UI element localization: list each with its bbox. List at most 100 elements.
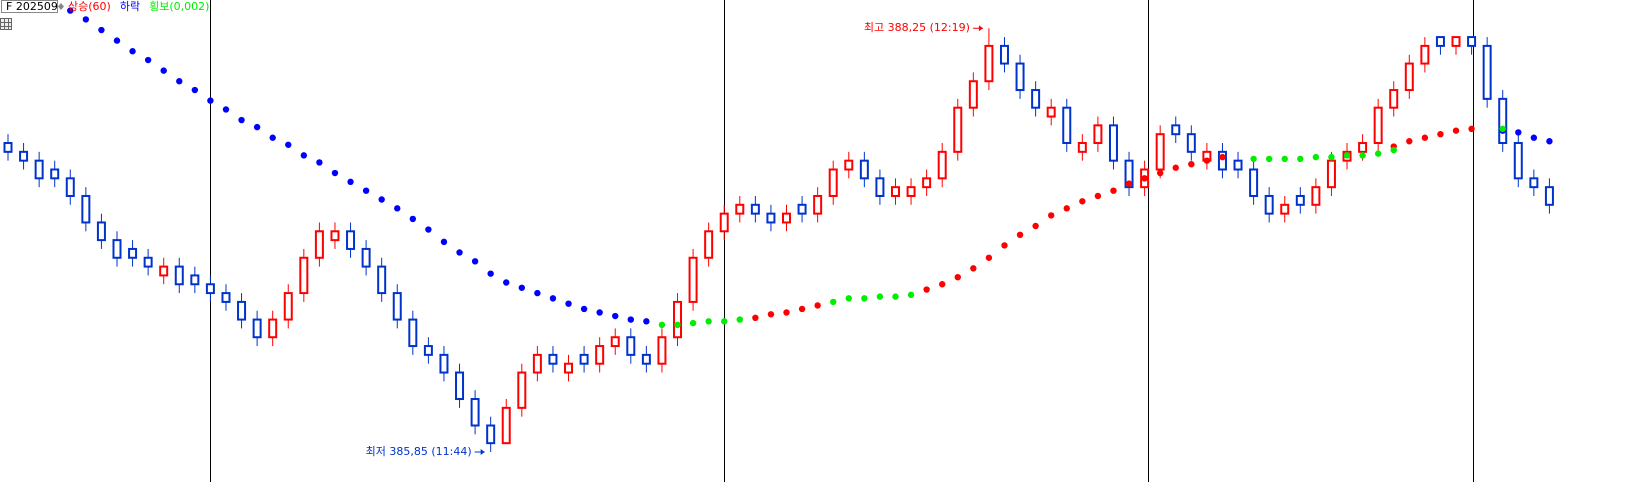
candle-body — [922, 177, 932, 189]
indicator-dot — [1546, 138, 1553, 145]
candle-body — [735, 203, 745, 215]
candle-body — [1467, 36, 1477, 47]
indicator-dot — [892, 293, 899, 300]
candle-body — [1373, 106, 1383, 145]
indicator-dot — [845, 295, 852, 302]
indicator-dot — [658, 321, 666, 329]
indicator-dot — [1188, 160, 1195, 168]
candle-body — [657, 336, 667, 365]
candle-body — [346, 230, 356, 250]
indicator-dot — [347, 178, 354, 186]
indicator-dot — [1343, 152, 1351, 159]
indicator-dot — [939, 281, 946, 288]
candle-body — [1233, 159, 1243, 171]
candle-body — [1326, 159, 1336, 189]
candle-body — [719, 212, 729, 233]
indicator-dot — [1452, 127, 1460, 134]
symbol-box[interactable] — [1, 0, 58, 13]
candle-body — [1264, 194, 1274, 215]
candle-body — [96, 221, 106, 242]
indicator-dot — [1032, 222, 1039, 230]
symbol: F 202509 — [6, 0, 58, 13]
candle-body — [128, 247, 138, 259]
indicator-dot — [612, 312, 619, 320]
indicator-dot — [783, 309, 790, 316]
candle-body — [377, 265, 387, 295]
candle-body — [1529, 177, 1539, 189]
candle-body — [1217, 150, 1227, 171]
indicator-dot — [1328, 153, 1335, 161]
candle-body — [174, 265, 184, 286]
indicator-dot — [300, 152, 308, 159]
candle-body — [532, 353, 542, 374]
candle-body — [890, 186, 900, 197]
indicator-dot — [643, 318, 650, 325]
indicator-dot — [674, 321, 681, 329]
candle-body — [1404, 62, 1414, 92]
candle-body — [361, 247, 371, 268]
candle-body — [221, 292, 231, 303]
candle-body — [564, 362, 574, 374]
candle-body — [237, 300, 247, 321]
candle-body — [610, 336, 620, 348]
candle-body — [1108, 124, 1118, 162]
indicator-dot — [394, 205, 401, 212]
indicator-dot — [970, 265, 977, 272]
candle-body — [875, 177, 885, 197]
candle-body — [1389, 89, 1399, 109]
candle-body — [968, 80, 978, 109]
candle-body — [1124, 159, 1134, 189]
indicator-dot — [1079, 198, 1086, 205]
indicator-dot — [191, 86, 199, 94]
candle-body — [953, 106, 963, 153]
indicator-dot — [1063, 205, 1070, 212]
grid-icon[interactable] — [0, 18, 12, 30]
indicator-dot — [518, 284, 526, 291]
indicator-dot — [1499, 125, 1506, 133]
indicator-dot — [285, 141, 292, 148]
indicator-dot — [1437, 130, 1444, 138]
candle-body — [595, 345, 605, 365]
candle-body — [828, 168, 838, 197]
indicator-dot — [1001, 242, 1008, 249]
legend-label: 횡보(0,002) — [149, 0, 209, 13]
candle-body — [1498, 97, 1508, 145]
candle-body — [3, 142, 13, 153]
candle-body — [1482, 44, 1492, 100]
legend: F 202509 상승(60) 하락 횡보(0,002) — [0, 0, 209, 30]
indicator-dot — [1530, 134, 1538, 141]
candle-body — [1420, 44, 1430, 65]
candle-body — [81, 194, 91, 224]
indicator-dot — [160, 67, 167, 74]
indicator-dot — [954, 273, 961, 281]
annotation-arrowhead — [480, 448, 485, 455]
indicator-dot — [207, 97, 214, 104]
indicator-dot — [98, 26, 105, 34]
indicator-dot — [378, 196, 385, 203]
indicator-dot — [627, 316, 634, 323]
indicator-dot — [253, 123, 261, 131]
candle-body — [314, 230, 324, 259]
candle-body — [1093, 124, 1103, 145]
candle-body — [1249, 168, 1259, 197]
indicator-dot — [1141, 175, 1148, 182]
candle-body — [299, 256, 309, 295]
candle-body — [797, 203, 807, 215]
candle-body — [65, 177, 75, 197]
candle-body — [626, 336, 636, 356]
candle-body — [439, 353, 449, 374]
candle-body — [1544, 186, 1554, 206]
candle-body — [455, 371, 465, 401]
indicator-dot — [580, 305, 588, 313]
candle-body — [112, 239, 122, 259]
indicator-dot — [316, 159, 323, 166]
indicator-dot — [487, 270, 494, 277]
indicator-dot — [1219, 153, 1226, 161]
indicator-dot — [798, 305, 806, 313]
candle-body — [252, 318, 262, 339]
candle-body — [423, 345, 433, 356]
candle-body — [579, 353, 589, 365]
indicator-dot — [1297, 155, 1304, 163]
candle-body — [673, 300, 683, 339]
